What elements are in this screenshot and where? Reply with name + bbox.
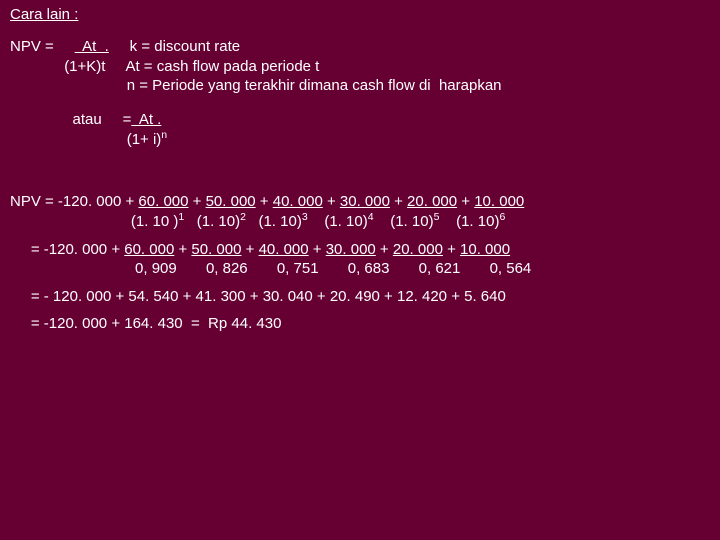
formula-block: NPV = At . k = discount rate (1+K)t At =… xyxy=(10,37,710,96)
calc-row1-num: NPV = -120. 000 + 60. 000 + 50. 000 + 40… xyxy=(10,192,710,212)
alt-line1: atau = At . xyxy=(10,110,710,130)
formula-line3: n = Periode yang terakhir dimana cash fl… xyxy=(10,76,710,96)
formula-line2: (1+K)t At = cash flow pada periode t xyxy=(10,57,710,77)
calc-row3: = - 120. 000 + 54. 540 + 41. 300 + 30. 0… xyxy=(10,287,710,307)
slide-content: Cara lain : NPV = At . k = discount rate… xyxy=(0,0,720,352)
calc-row2-den: 0, 909 0, 826 0, 751 0, 683 0, 621 0, 56… xyxy=(10,259,710,279)
formula-line1: NPV = At . k = discount rate xyxy=(10,37,710,57)
calc-row2-num: = -120. 000 + 60. 000 + 50. 000 + 40. 00… xyxy=(10,240,710,260)
calc-row1-den: (1. 10 )1 (1. 10)2 (1. 10)3 (1. 10)4 (1.… xyxy=(10,211,710,232)
alt-line2: (1+ i)n xyxy=(10,129,710,150)
calc-row1: NPV = -120. 000 + 60. 000 + 50. 000 + 40… xyxy=(10,192,710,232)
calc-row4: = -120. 000 + 164. 430 = Rp 44. 430 xyxy=(10,314,710,334)
alt-formula-block: atau = At . (1+ i)n xyxy=(10,110,710,150)
calc-row2: = -120. 000 + 60. 000 + 50. 000 + 40. 00… xyxy=(10,240,710,279)
title: Cara lain : xyxy=(10,6,710,23)
